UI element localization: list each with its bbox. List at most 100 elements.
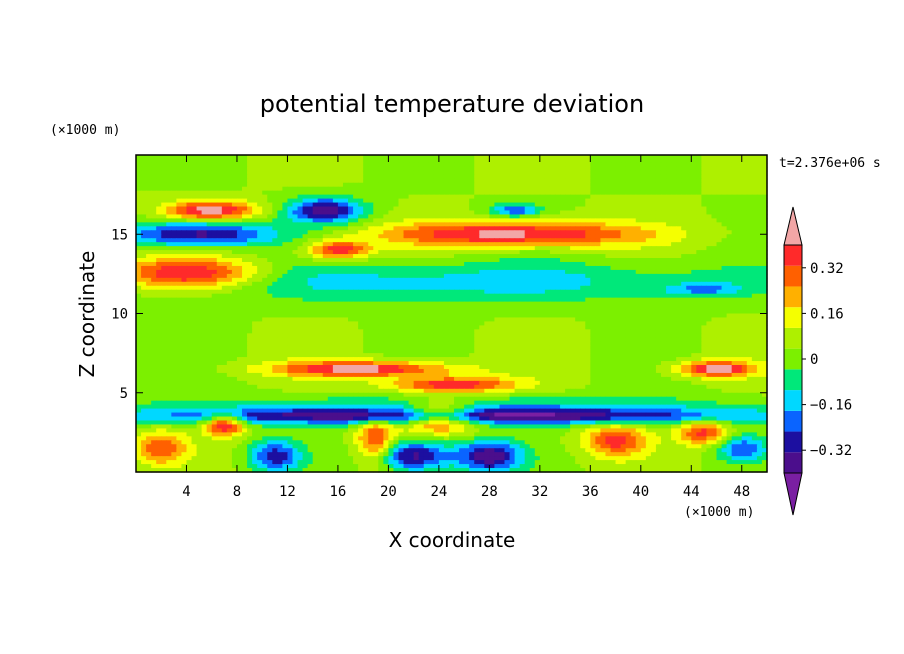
heatmap-cell	[231, 222, 238, 227]
heatmap-cell	[136, 301, 142, 307]
heatmap-cell	[565, 230, 571, 235]
heatmap-cell	[645, 289, 652, 295]
heatmap-cell	[317, 162, 324, 168]
heatmap-cell	[509, 285, 516, 291]
heatmap-cell	[600, 182, 607, 188]
heatmap-cell	[267, 285, 273, 291]
heatmap-cell	[580, 281, 586, 287]
heatmap-cell	[211, 297, 218, 303]
heatmap-cell	[196, 194, 203, 200]
heatmap-cell	[635, 222, 642, 227]
heatmap-cell	[706, 250, 713, 255]
heatmap-cell	[514, 202, 521, 208]
heatmap-cell	[327, 250, 334, 255]
heatmap-cell	[317, 281, 324, 287]
heatmap-cell	[504, 210, 511, 216]
heatmap-cell	[448, 246, 455, 251]
heatmap-cell	[706, 285, 713, 291]
heatmap-cell	[433, 238, 440, 243]
heatmap-cell	[499, 301, 506, 307]
heatmap-cell	[327, 222, 334, 227]
heatmap-cell	[166, 206, 172, 212]
heatmap-cell	[549, 293, 556, 299]
heatmap-cell	[640, 155, 647, 160]
heatmap-cell	[711, 158, 718, 164]
heatmap-cell	[686, 261, 692, 267]
heatmap-cell	[166, 218, 172, 223]
heatmap-cell	[443, 174, 450, 180]
heatmap-cell	[731, 198, 738, 204]
heatmap-cell	[146, 155, 152, 160]
heatmap-cell	[428, 238, 435, 243]
heatmap-cell	[171, 258, 177, 263]
heatmap-cell	[388, 234, 395, 239]
heatmap-cell	[448, 297, 455, 303]
heatmap-cell	[267, 226, 273, 231]
heatmap-cell	[756, 250, 763, 255]
heatmap-cell	[726, 218, 733, 223]
heatmap-cell	[428, 293, 435, 299]
heatmap-cell	[408, 289, 415, 295]
heatmap-cell	[312, 155, 319, 160]
heatmap-cell	[398, 162, 405, 168]
heatmap-cell	[231, 194, 238, 200]
heatmap-cell	[277, 158, 283, 164]
heatmap-cell	[585, 285, 591, 291]
heatmap-cell	[681, 170, 687, 176]
heatmap-cell	[272, 170, 278, 176]
heatmap-cell	[499, 198, 506, 204]
heatmap-cell	[549, 234, 556, 239]
heatmap-cell	[247, 234, 253, 239]
heatmap-cell	[600, 250, 607, 255]
heatmap-cell	[353, 269, 359, 275]
heatmap-cell	[176, 194, 183, 200]
heatmap-cell	[509, 198, 516, 204]
heatmap-cell	[731, 206, 738, 212]
heatmap-cell	[156, 194, 162, 200]
heatmap-cell	[363, 289, 369, 295]
heatmap-cell	[216, 242, 223, 247]
heatmap-cell	[595, 305, 602, 311]
heatmap-cell	[570, 309, 576, 315]
heatmap-cell	[403, 293, 410, 299]
heatmap-cell	[216, 194, 223, 200]
heatmap-cell	[247, 182, 253, 188]
heatmap-cell	[236, 158, 243, 164]
heatmap-cell	[216, 158, 223, 164]
heatmap-cell	[681, 289, 687, 295]
heatmap-cell	[595, 174, 602, 180]
heatmap-cell	[509, 230, 516, 235]
heatmap-cell	[302, 305, 309, 311]
heatmap-cell	[726, 198, 733, 204]
heatmap-cell	[216, 174, 223, 180]
heatmap-cell	[317, 170, 324, 176]
heatmap-cell	[691, 174, 697, 180]
heatmap-cell	[433, 206, 440, 212]
heatmap-cell	[277, 309, 283, 315]
heatmap-cell	[459, 305, 465, 311]
heatmap-cell	[171, 162, 177, 168]
heatmap-cell	[711, 166, 718, 172]
heatmap-cell	[504, 293, 511, 299]
heatmap-cell	[731, 234, 738, 239]
heatmap-cell	[297, 214, 304, 219]
heatmap-cell	[413, 305, 420, 311]
heatmap-cell	[151, 297, 157, 303]
heatmap-cell	[590, 301, 596, 307]
heatmap-cell	[287, 206, 294, 212]
heatmap-cell	[423, 269, 430, 275]
heatmap-cell	[393, 254, 400, 259]
heatmap-cell	[408, 166, 415, 172]
heatmap-cell	[438, 194, 445, 200]
heatmap-cell	[226, 186, 233, 192]
heatmap-cell	[353, 222, 359, 227]
heatmap-cell	[312, 226, 319, 231]
heatmap-cell	[342, 293, 349, 299]
heatmap-cell	[660, 281, 667, 287]
heatmap-cell	[287, 182, 294, 188]
heatmap-cell	[423, 170, 430, 176]
heatmap-cell	[570, 246, 576, 251]
heatmap-cell	[216, 293, 223, 299]
heatmap-cell	[605, 218, 612, 223]
heatmap-cell	[363, 186, 369, 192]
